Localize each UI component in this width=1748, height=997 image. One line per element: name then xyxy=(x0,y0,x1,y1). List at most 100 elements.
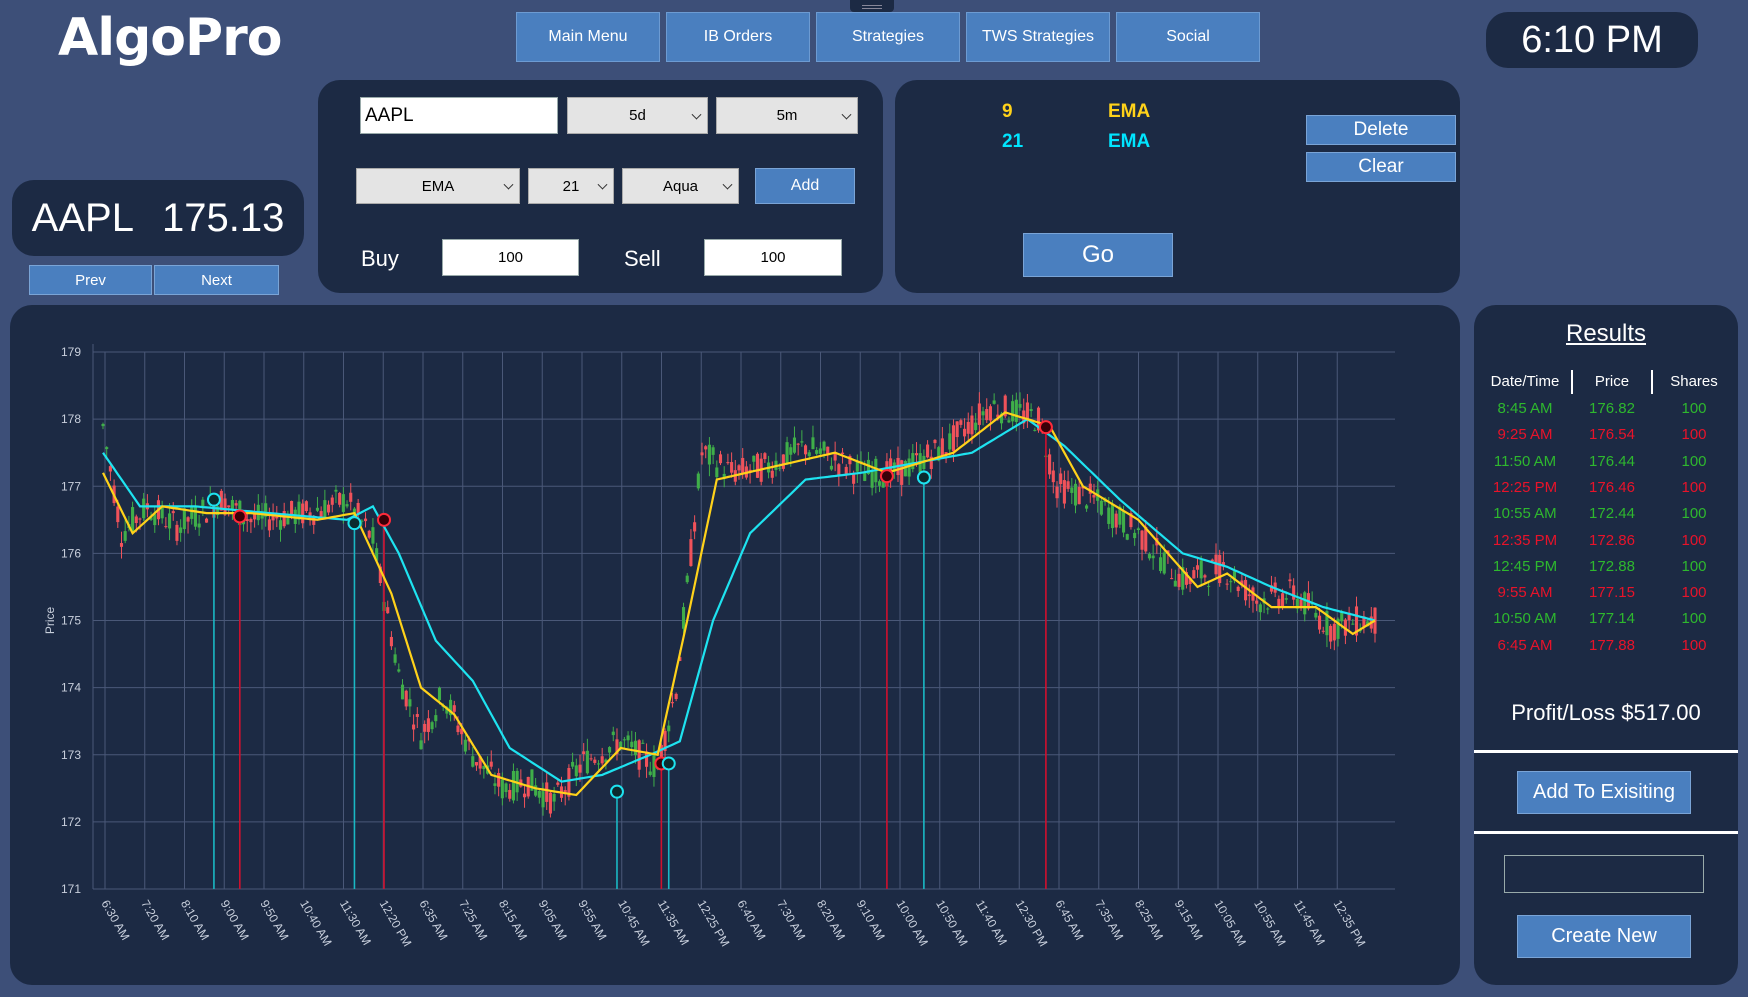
candle xyxy=(1321,630,1325,632)
delete-button[interactable]: Delete xyxy=(1306,115,1456,145)
candle xyxy=(456,725,460,733)
candle xyxy=(585,750,589,774)
candle xyxy=(160,506,164,519)
nav-main-menu-button[interactable]: Main Menu xyxy=(516,12,660,62)
candle xyxy=(589,758,593,760)
results-cell-price: 176.44 xyxy=(1589,452,1635,470)
nav-social-button[interactable]: Social xyxy=(1116,12,1260,62)
length-select[interactable]: 21 xyxy=(528,168,614,204)
clear-button[interactable]: Clear xyxy=(1306,152,1456,182)
candle xyxy=(290,501,294,515)
candle xyxy=(866,459,870,475)
candle xyxy=(685,575,689,583)
candle xyxy=(770,470,774,478)
candle xyxy=(1347,612,1351,621)
candle xyxy=(223,498,227,515)
candle xyxy=(1177,573,1181,587)
candle xyxy=(1118,506,1122,525)
candle xyxy=(179,527,183,533)
add-to-existing-button[interactable]: Add To Exisiting xyxy=(1517,771,1691,814)
x-tick-label: 11:35 AM xyxy=(655,898,692,948)
candle xyxy=(900,460,904,485)
drag-handle-icon[interactable] xyxy=(850,0,894,12)
x-tick-label: 9:50 AM xyxy=(257,898,291,943)
price-chart[interactable]: 179 178 177 176 175 174 173 172 171 6:30 AM 7:20 A… xyxy=(10,305,1460,985)
candle xyxy=(881,477,885,488)
ticker-price: 175.13 xyxy=(161,195,285,240)
candle xyxy=(552,793,556,802)
candle xyxy=(1110,503,1115,529)
candle xyxy=(1140,530,1144,550)
prev-button[interactable]: Prev xyxy=(29,265,152,295)
candle xyxy=(1192,570,1196,579)
candle xyxy=(785,442,789,463)
results-cell-price: 172.88 xyxy=(1589,557,1635,575)
x-tick-label: 10:45 AM xyxy=(615,898,652,949)
candle xyxy=(404,690,408,707)
candle xyxy=(981,411,985,416)
candle xyxy=(363,518,368,522)
add-indicator-button[interactable]: Add xyxy=(755,168,855,204)
candle xyxy=(792,437,797,453)
candle xyxy=(911,453,915,470)
interval-select[interactable]: 5m xyxy=(716,97,858,134)
candle xyxy=(722,473,726,479)
candle xyxy=(877,481,882,486)
candle xyxy=(304,501,308,512)
candle xyxy=(1181,567,1185,590)
go-button[interactable]: Go xyxy=(1023,233,1173,277)
candle xyxy=(674,693,678,699)
candle xyxy=(400,684,405,700)
candle xyxy=(522,793,527,798)
candle xyxy=(807,452,811,457)
candle xyxy=(619,741,623,749)
strategy-name-input[interactable] xyxy=(1504,855,1704,893)
candle xyxy=(264,503,268,517)
candle xyxy=(804,445,808,455)
sell-quantity-input[interactable]: 100 xyxy=(704,239,842,276)
candle xyxy=(1151,555,1155,559)
candle xyxy=(511,770,515,801)
symbol-input[interactable]: AAPL xyxy=(360,97,558,134)
nav-strategies-button[interactable]: Strategies xyxy=(816,12,960,62)
candle xyxy=(600,756,604,764)
color-select[interactable]: Aqua xyxy=(622,168,739,204)
candle xyxy=(567,768,571,797)
candle xyxy=(718,454,723,464)
candle xyxy=(116,506,120,523)
candle xyxy=(1303,592,1307,615)
x-tick-label: 6:40 AM xyxy=(734,898,768,943)
results-cell-shares: 100 xyxy=(1681,584,1707,602)
candle xyxy=(497,773,501,787)
candle xyxy=(234,503,238,506)
x-tick-label: 10:05 AM xyxy=(1211,898,1248,949)
x-tick-label: 7:25 AM xyxy=(456,898,490,943)
buy-quantity-input[interactable]: 100 xyxy=(442,239,579,276)
candle xyxy=(201,499,205,507)
nav-ib-orders-button[interactable]: IB Orders xyxy=(666,12,810,62)
x-tick-label: 12:35 PM xyxy=(1331,898,1369,949)
chevron-down-icon xyxy=(597,179,608,190)
period-select[interactable]: 5d xyxy=(567,97,708,134)
candle xyxy=(1218,554,1222,584)
candle xyxy=(1284,598,1288,600)
candle xyxy=(371,527,375,544)
next-button[interactable]: Next xyxy=(154,265,279,295)
indicator-select[interactable]: EMA xyxy=(356,168,520,204)
candle xyxy=(622,739,626,741)
candle xyxy=(1048,454,1052,475)
x-tick-label: 12:30 PM xyxy=(1013,898,1051,949)
candle xyxy=(349,492,353,502)
results-cell-time: 9:25 AM xyxy=(1497,426,1553,444)
candle xyxy=(578,764,582,773)
create-new-button[interactable]: Create New xyxy=(1517,915,1691,958)
candle xyxy=(1107,507,1111,524)
candle xyxy=(681,607,686,629)
candle xyxy=(707,444,711,465)
candle xyxy=(245,519,249,522)
candle xyxy=(197,523,201,528)
candle xyxy=(1025,402,1029,422)
candle xyxy=(1317,615,1322,630)
x-tick-label: 10:55 AM xyxy=(1251,898,1288,949)
nav-tws-strategies-button[interactable]: TWS Strategies xyxy=(966,12,1110,62)
